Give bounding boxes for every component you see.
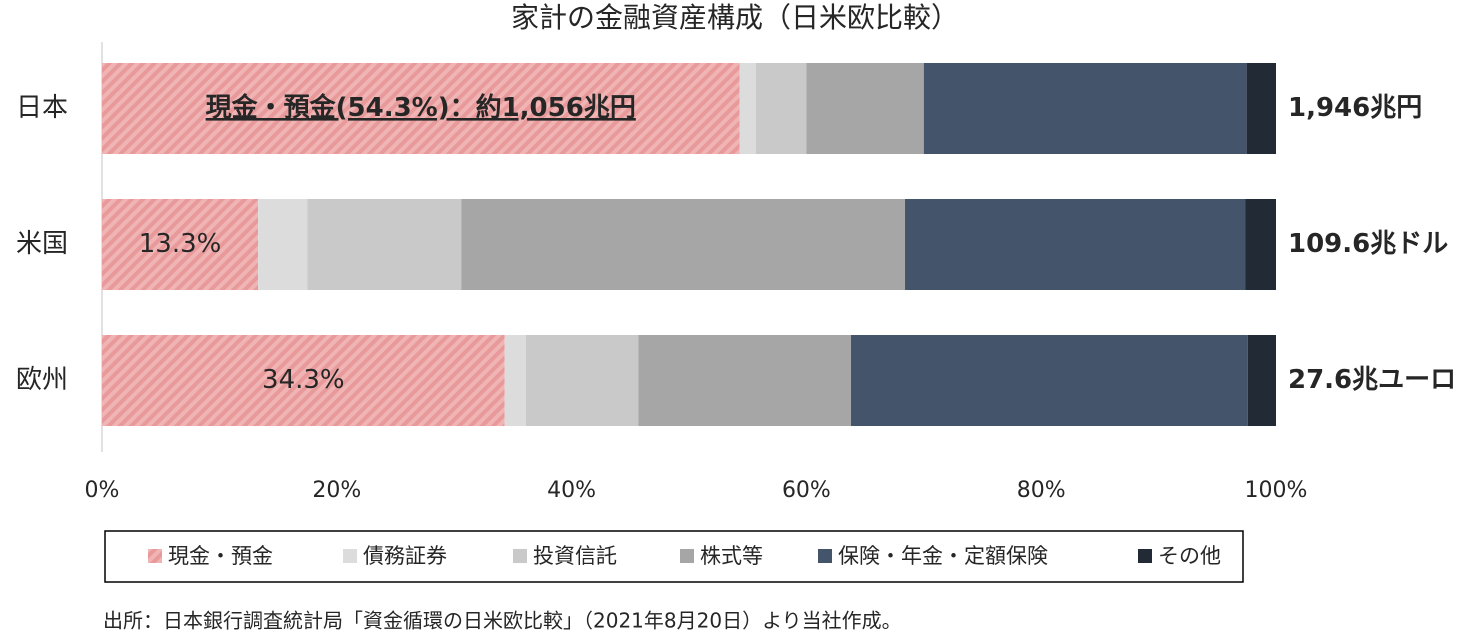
x-tick-label: 40% — [547, 478, 596, 503]
category-label: 欧州 — [16, 365, 68, 395]
bar-segment — [258, 199, 308, 290]
chart-title: 家計の金融資産構成（日米欧比較） — [511, 1, 959, 34]
bar-segment — [739, 63, 756, 154]
total-label: 109.6兆ドル — [1288, 229, 1448, 259]
total-label: 27.6兆ユーロ — [1288, 365, 1456, 395]
bar-segment — [102, 63, 740, 154]
total-label: 1,946兆円 — [1288, 93, 1422, 123]
legend-swatch — [680, 549, 694, 563]
legend-box — [104, 530, 1244, 583]
x-tick-label: 100% — [1245, 478, 1308, 503]
x-tick-label: 0% — [85, 478, 120, 503]
bar-segment — [504, 335, 526, 426]
legend-swatch — [513, 549, 527, 563]
bar-segment — [307, 199, 462, 290]
legend-label: 現金・預金 — [168, 544, 273, 568]
bar-segment — [923, 63, 1247, 154]
legend-label: 株式等 — [700, 544, 763, 568]
bar-segment — [525, 335, 639, 426]
bar-segment — [1245, 199, 1276, 290]
legend-label: 保険・年金・定額保険 — [838, 544, 1048, 568]
bar-segment — [755, 63, 807, 154]
x-tick-label: 60% — [782, 478, 831, 503]
bar-segment — [806, 63, 924, 154]
data-label: 現金・預金(54.3%)：約1,056兆円 — [206, 92, 636, 123]
legend-swatch — [1138, 549, 1152, 563]
category-label: 日本 — [16, 93, 68, 123]
bar-segment — [851, 335, 1248, 426]
x-tick-label: 20% — [312, 478, 361, 503]
legend-swatch — [148, 549, 162, 563]
source-note: 出所：日本銀行調査統計局「資金循環の日米欧比較」（2021年8月20日）より当社… — [103, 609, 902, 633]
bar-segment — [905, 199, 1246, 290]
bar-segment — [638, 335, 852, 426]
bar-segment — [1246, 63, 1276, 154]
bar-segment — [102, 335, 505, 426]
legend-label: 債務証券 — [363, 544, 447, 568]
data-label: 34.3% — [262, 365, 345, 395]
bar-segment — [102, 199, 259, 290]
bar-segment — [1247, 335, 1276, 426]
legend-swatch — [818, 549, 832, 563]
legend-swatch — [343, 549, 357, 563]
legend-label: その他 — [1158, 544, 1221, 568]
legend-label: 投資信託 — [533, 544, 617, 568]
data-label: 13.3% — [139, 229, 222, 259]
bar-segment — [461, 199, 906, 290]
x-tick-label: 80% — [1017, 478, 1066, 503]
category-label: 米国 — [16, 229, 68, 259]
